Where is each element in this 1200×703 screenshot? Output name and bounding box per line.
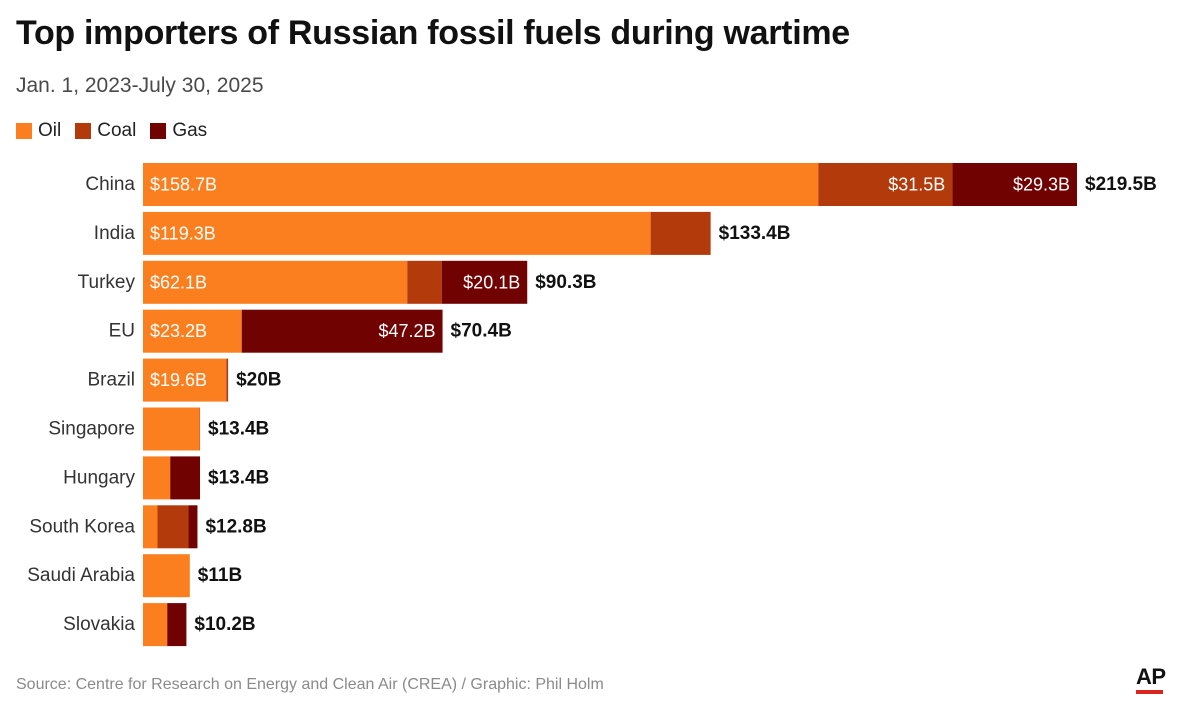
segment-label-china-oil: $158.7B xyxy=(150,175,217,195)
category-label-hungary: Hungary xyxy=(63,467,135,488)
legend-item-coal: Coal xyxy=(75,120,136,142)
segment-label-turkey-oil: $62.1B xyxy=(150,272,207,292)
bar-south-korea-gas xyxy=(188,505,198,549)
category-label-brazil: Brazil xyxy=(87,370,135,391)
bar-slovakia-oil xyxy=(143,603,168,647)
category-label-saudi-arabia: Saudi Arabia xyxy=(27,565,135,586)
total-label-singapore: $13.4B xyxy=(208,419,269,440)
bar-turkey-oil xyxy=(143,260,408,304)
ap-logo: AP xyxy=(1136,664,1166,689)
bar-eu-oil xyxy=(143,309,242,353)
bar-brazil-oil xyxy=(143,358,227,402)
bar-south-korea-oil xyxy=(143,505,158,549)
bar-hungary-gas xyxy=(170,456,201,500)
category-label-turkey: Turkey xyxy=(78,272,136,293)
bar-india-oil xyxy=(143,211,651,255)
category-label-eu: EU xyxy=(109,321,135,342)
legend-swatch-coal xyxy=(75,123,92,139)
segment-label-eu-gas: $47.2B xyxy=(378,321,435,341)
category-label-slovakia: Slovakia xyxy=(63,614,135,635)
total-label-south-korea: $12.8B xyxy=(205,516,266,537)
bar-singapore-oil xyxy=(143,407,200,451)
segment-label-turkey-gas: $20.1B xyxy=(463,272,520,292)
source-note: Source: Centre for Research on Energy an… xyxy=(16,676,604,693)
legend-label-oil: Oil xyxy=(38,120,62,141)
total-label-eu: $70.4B xyxy=(451,321,512,342)
bar-south-korea-coal xyxy=(157,505,189,549)
total-label-slovakia: $10.2B xyxy=(194,614,255,635)
bar-india-coal xyxy=(650,211,711,255)
category-label-china: China xyxy=(85,174,135,195)
total-label-china: $219.5B xyxy=(1085,174,1157,195)
bar-saudi-arabia-oil xyxy=(143,554,190,598)
segment-label-china-gas: $29.3B xyxy=(1013,175,1070,195)
legend-swatch-gas xyxy=(150,123,167,139)
bar-turkey-gas xyxy=(441,260,528,304)
legend-swatch-oil xyxy=(16,123,32,139)
bar-brazil-coal xyxy=(226,358,228,402)
chart-subtitle: Jan. 1, 2023-July 30, 2025 xyxy=(16,74,264,97)
legend-label-coal: Coal xyxy=(97,120,137,141)
legend-item-gas: Gas xyxy=(150,120,207,142)
legend: Oil Coal Gas xyxy=(16,120,207,142)
category-label-singapore: Singapore xyxy=(48,419,135,440)
segment-label-eu-oil: $23.2B xyxy=(150,321,207,341)
chart-title: Top importers of Russian fossil fuels du… xyxy=(16,14,850,52)
ap-logo-underline xyxy=(1136,690,1163,694)
category-label-india: India xyxy=(94,223,136,244)
segment-label-brazil-oil: $19.6B xyxy=(150,370,207,390)
bar-slovakia-gas xyxy=(167,603,187,647)
total-label-saudi-arabia: $11B xyxy=(198,565,242,586)
category-label-south-korea: South Korea xyxy=(29,516,135,537)
bar-china-coal xyxy=(818,163,953,206)
total-label-hungary: $13.4B xyxy=(208,467,269,488)
bar-hungary-oil xyxy=(143,456,171,500)
stacked-bar-chart: China $158.7B $31.5B $29.3B $219.5B India $119… xyxy=(27,163,1157,647)
bar-eu-gas xyxy=(241,309,443,353)
total-label-turkey: $90.3B xyxy=(535,272,596,293)
bar-china-gas xyxy=(952,163,1077,206)
legend-item-oil: Oil xyxy=(16,120,61,142)
bar-china-oil xyxy=(143,163,819,206)
segment-label-india-oil: $119.3B xyxy=(150,223,216,243)
bar-turkey-coal xyxy=(407,260,442,304)
total-label-brazil: $20B xyxy=(236,370,281,391)
legend-label-gas: Gas xyxy=(172,120,208,141)
total-label-india: $133.4B xyxy=(719,223,791,244)
segment-label-china-coal: $31.5B xyxy=(888,175,945,195)
